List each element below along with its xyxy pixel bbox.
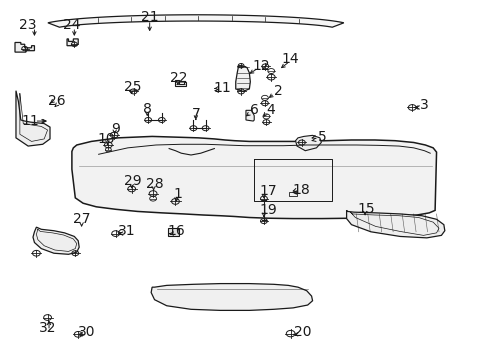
Text: 27: 27 <box>73 212 90 226</box>
Text: 5: 5 <box>317 130 326 144</box>
Bar <box>288 192 296 195</box>
Text: 22: 22 <box>170 71 187 85</box>
Text: 25: 25 <box>123 80 141 94</box>
Text: 23: 23 <box>20 18 37 32</box>
Text: 4: 4 <box>265 103 274 117</box>
Text: 31: 31 <box>118 224 135 238</box>
Polygon shape <box>295 135 321 151</box>
Text: 21: 21 <box>141 10 158 24</box>
Polygon shape <box>235 66 250 91</box>
Text: 16: 16 <box>167 224 185 238</box>
Text: 1: 1 <box>173 187 182 201</box>
Text: 14: 14 <box>281 51 299 66</box>
Text: 18: 18 <box>292 183 309 197</box>
Text: 6: 6 <box>249 103 258 117</box>
Text: 3: 3 <box>419 98 428 112</box>
Text: 28: 28 <box>145 177 163 191</box>
Text: 12: 12 <box>252 59 270 73</box>
Polygon shape <box>175 80 186 86</box>
Polygon shape <box>48 15 343 27</box>
Polygon shape <box>151 284 312 310</box>
Text: 15: 15 <box>357 202 374 216</box>
Polygon shape <box>167 228 179 237</box>
Polygon shape <box>67 39 78 46</box>
Polygon shape <box>16 91 50 146</box>
Polygon shape <box>346 210 444 238</box>
Text: 11: 11 <box>213 81 231 95</box>
Text: 24: 24 <box>63 18 81 32</box>
Text: 9: 9 <box>111 122 120 136</box>
Text: 32: 32 <box>39 321 56 335</box>
Text: 2: 2 <box>274 84 283 98</box>
Text: 30: 30 <box>78 325 95 339</box>
Text: 8: 8 <box>142 102 151 116</box>
Text: 7: 7 <box>191 107 200 121</box>
Polygon shape <box>245 111 254 121</box>
Text: 11: 11 <box>21 114 40 128</box>
Text: 20: 20 <box>293 325 311 339</box>
Text: 10: 10 <box>97 132 115 146</box>
Text: 17: 17 <box>259 184 276 198</box>
Polygon shape <box>15 42 34 52</box>
Text: 29: 29 <box>123 174 141 188</box>
Text: 26: 26 <box>48 94 66 108</box>
Text: 19: 19 <box>259 203 276 217</box>
Polygon shape <box>72 136 436 219</box>
Polygon shape <box>33 227 79 254</box>
